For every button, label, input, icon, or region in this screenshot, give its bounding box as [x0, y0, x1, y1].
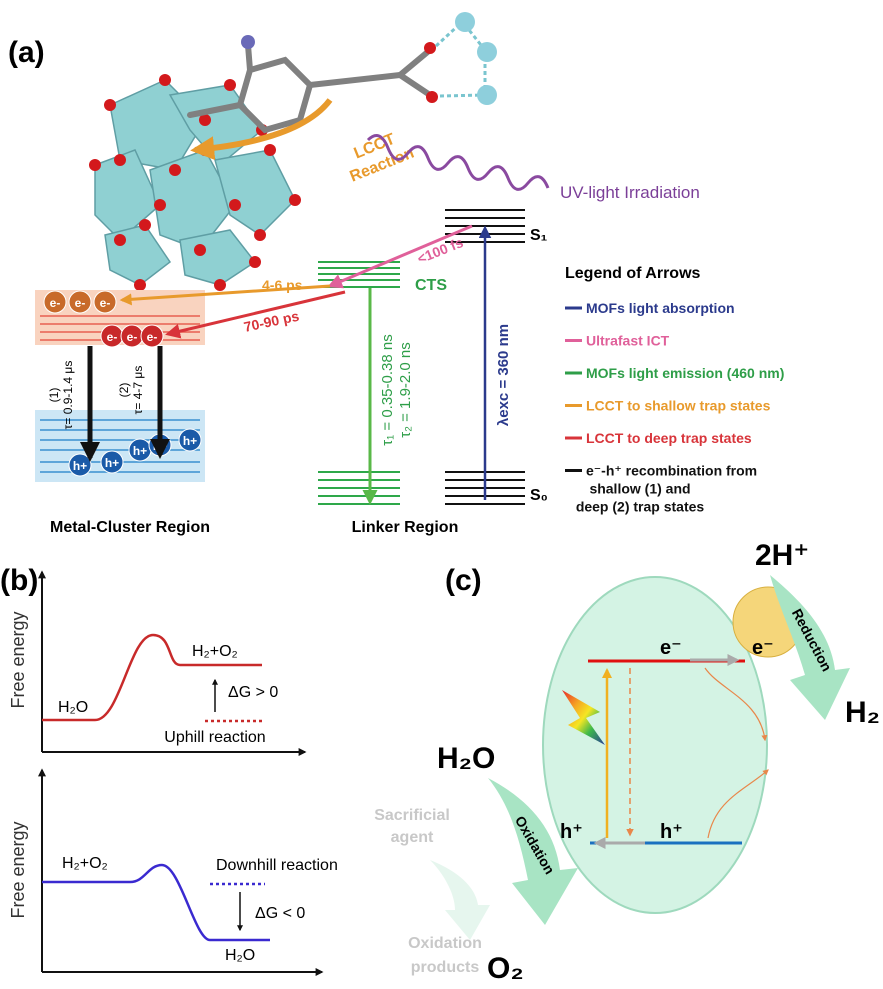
lifetime-label: (2) — [117, 383, 131, 398]
nitrogen-atom — [241, 35, 255, 49]
legend-text: LCCT to shallow trap states — [586, 398, 771, 414]
carrier-label: e- — [75, 296, 86, 310]
metal-ion — [477, 42, 497, 62]
carrier-label: h+ — [183, 434, 197, 448]
panel-label: (a) — [8, 36, 45, 69]
region-label: Linker Region — [352, 519, 459, 536]
carrier-label: e- — [147, 330, 158, 344]
legend-text: shallow (1) and — [589, 481, 690, 497]
products-label: products — [411, 959, 480, 976]
panel-label: (c) — [445, 564, 482, 597]
hole-label: h⁺ — [560, 821, 583, 843]
oxygen-atom — [426, 91, 438, 103]
carrier-label: e- — [100, 296, 111, 310]
legend-title: Legend of Arrows — [565, 265, 701, 282]
carrier-label: e- — [127, 330, 138, 344]
excitation-label: λexc = 360 nm — [495, 324, 512, 426]
legend-text: Ultrafast ICT — [586, 333, 670, 349]
lifetime-label: τ= 4-7 μs — [131, 366, 145, 415]
legend-text: MOFs light emission (460 nm) — [586, 365, 784, 381]
emission-lifetime: τ₁ = 0.35-0.38 ns — [379, 334, 396, 445]
reactant: H₂O — [58, 699, 88, 716]
sacrificial-label: Sacrificial — [374, 807, 450, 824]
axis-label: Free energy — [8, 821, 28, 918]
ict-arrow — [330, 226, 472, 286]
product: H₂ — [845, 696, 880, 729]
downhill-curve — [42, 865, 270, 940]
delta-label: ΔG < 0 — [255, 905, 305, 922]
delta-label: ΔG > 0 — [228, 684, 278, 701]
product: H₂+O₂ — [192, 643, 238, 660]
product: H₂O — [225, 947, 255, 964]
reaction-caption: Downhill reaction — [216, 857, 338, 874]
carrier-label: e- — [50, 296, 61, 310]
sacrificial-label: agent — [391, 829, 434, 846]
s1-label: S₁ — [530, 227, 548, 244]
ground-levels — [318, 472, 400, 504]
legend-text: deep (2) trap states — [576, 499, 705, 515]
cts-label: CTS — [415, 277, 447, 294]
s0-label: S₀ — [530, 487, 548, 504]
oxygen-atom — [424, 42, 436, 54]
legend-text: LCCT to deep trap states — [586, 430, 752, 446]
panel-label: (b) — [0, 564, 38, 597]
lifetime-label: (1) — [47, 388, 61, 403]
carrier-label: h+ — [73, 459, 87, 473]
metal-ions — [436, 22, 485, 96]
legend-text: e⁻-h⁺ recombination from — [586, 463, 757, 479]
reactant: 2H⁺ — [755, 539, 809, 572]
reaction-caption: Uphill reaction — [164, 729, 265, 746]
metal-cluster — [95, 80, 295, 285]
hole-label: h⁺ — [660, 821, 683, 843]
shallow-time: 4-6 ps — [262, 277, 303, 293]
region-label: Metal-Cluster Region — [50, 519, 210, 536]
carrier-label: e- — [107, 330, 118, 344]
legend-text: MOFs light absorption — [586, 300, 735, 316]
carrier-label: h+ — [133, 444, 147, 458]
emission-lifetime: τ₂ = 1.9-2.0 ns — [397, 342, 414, 438]
axis-label: Free energy — [8, 611, 28, 708]
lifetime-label: τ= 0.9-1.4 μs — [61, 361, 75, 430]
deep-time: 70-90 ps — [242, 308, 300, 335]
uv-label: UV-light Irradiation — [560, 183, 700, 202]
sacrificial-arrow — [430, 860, 490, 940]
metal-ion — [455, 12, 475, 32]
electron-label: e⁻ — [660, 637, 682, 659]
carrier-label: h+ — [105, 456, 119, 470]
metal-ion — [477, 85, 497, 105]
figure: (a) LCCT Reaction UV-light Irradiation S… — [0, 0, 883, 989]
legend: MOFs light absorption Ultrafast ICT MOFs l… — [565, 300, 784, 515]
products-label: Oxidation — [408, 935, 482, 952]
reactant: H₂+O₂ — [62, 855, 108, 872]
electron-label: e⁻ — [752, 637, 774, 659]
product: O₂ — [487, 952, 524, 985]
reactant: H₂O — [437, 742, 495, 775]
